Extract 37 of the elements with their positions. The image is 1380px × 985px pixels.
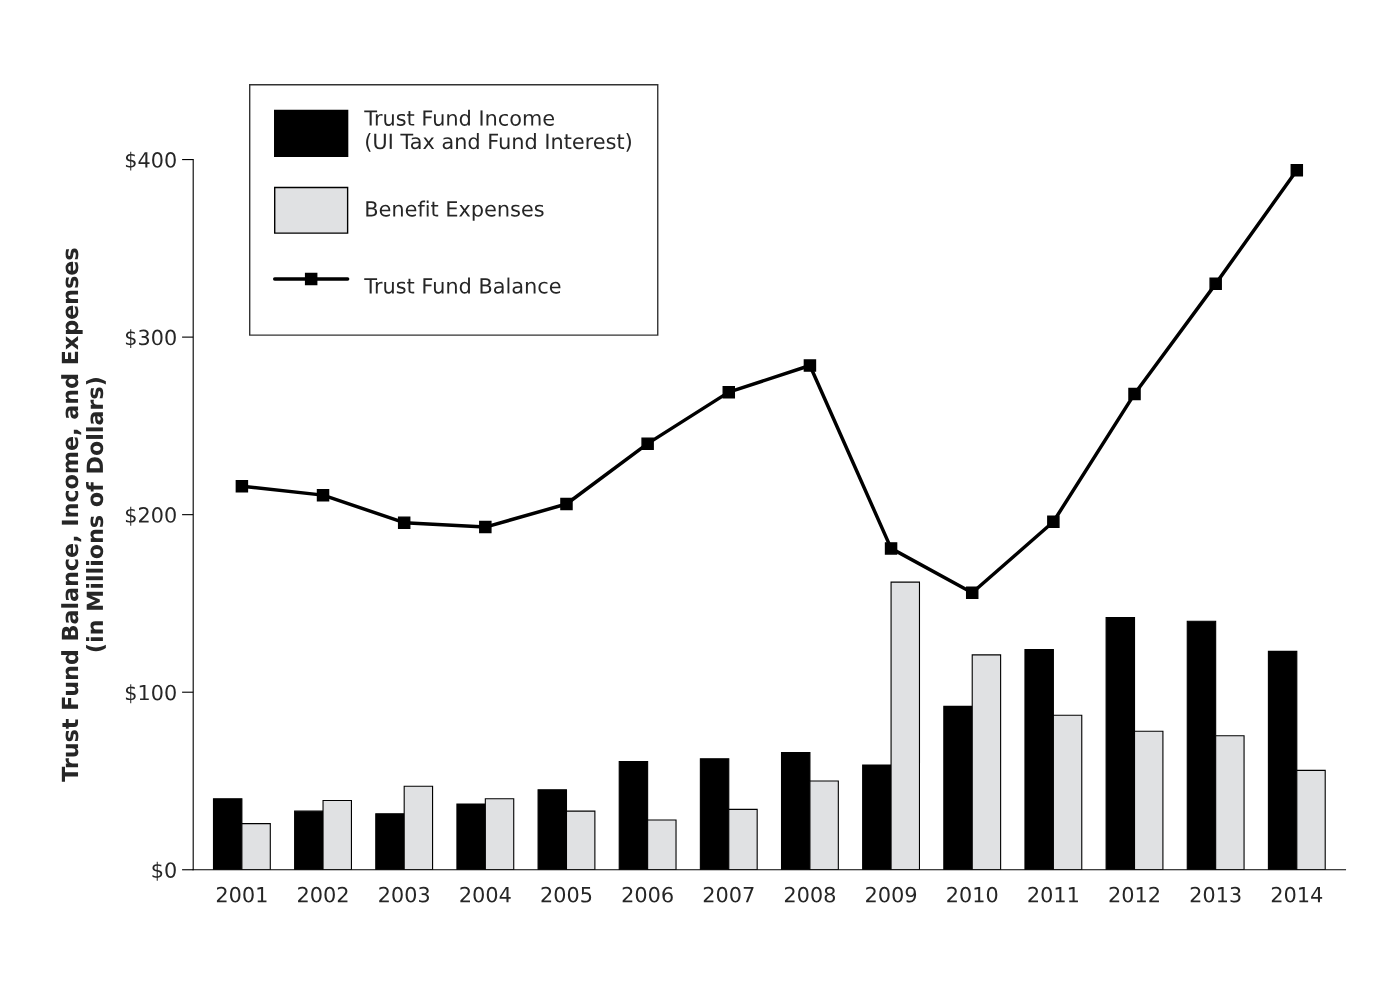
y-tick-label: $300 bbox=[125, 329, 176, 349]
x-tick-label: 2007 bbox=[703, 886, 754, 903]
y-tick-label: $0 bbox=[152, 861, 176, 881]
x-tick-label: 2002 bbox=[298, 886, 348, 903]
point bbox=[397, 516, 411, 529]
point bbox=[560, 497, 573, 511]
legend-label: Trust Fund Income (UI Tax and Fund Interest) bbox=[364, 109, 631, 152]
x-tick-label: 2004 bbox=[460, 886, 511, 903]
point bbox=[641, 437, 654, 450]
x-tick-label: 2008 bbox=[784, 886, 836, 903]
y-tick-label: $100 bbox=[125, 684, 176, 704]
point bbox=[316, 488, 330, 502]
x-tick-label: 2011 bbox=[1028, 886, 1078, 903]
point bbox=[1128, 387, 1141, 401]
point bbox=[965, 586, 979, 600]
y-axis-title: Trust Fund Balance, Income, and Expenses (in Millions of Dollars) bbox=[61, 248, 106, 782]
point bbox=[803, 359, 817, 372]
legend-label: Trust Fund Balance bbox=[364, 277, 561, 294]
point bbox=[722, 385, 736, 399]
x-tick-label: 2012 bbox=[1109, 886, 1159, 903]
point bbox=[1290, 163, 1304, 177]
x-tick-label: 2009 bbox=[866, 886, 917, 903]
point bbox=[884, 542, 898, 555]
x-tick-label: 2001 bbox=[216, 886, 267, 903]
point bbox=[479, 520, 492, 534]
y-tick-label: $200 bbox=[125, 506, 176, 526]
y-tick-label: $400 bbox=[125, 151, 176, 171]
x-tick-label: 2010 bbox=[947, 886, 998, 903]
point bbox=[1209, 277, 1222, 291]
x-tick-label: 2005 bbox=[541, 886, 592, 903]
x-tick-label: 2003 bbox=[379, 886, 430, 903]
legend-label: Benefit Expenses bbox=[366, 200, 544, 221]
x-tick-label: 2014 bbox=[1271, 886, 1323, 903]
x-tick-label: 2006 bbox=[622, 886, 673, 903]
point bbox=[235, 480, 249, 493]
point bbox=[1047, 515, 1060, 529]
x-tick-label: 2013 bbox=[1190, 886, 1241, 903]
